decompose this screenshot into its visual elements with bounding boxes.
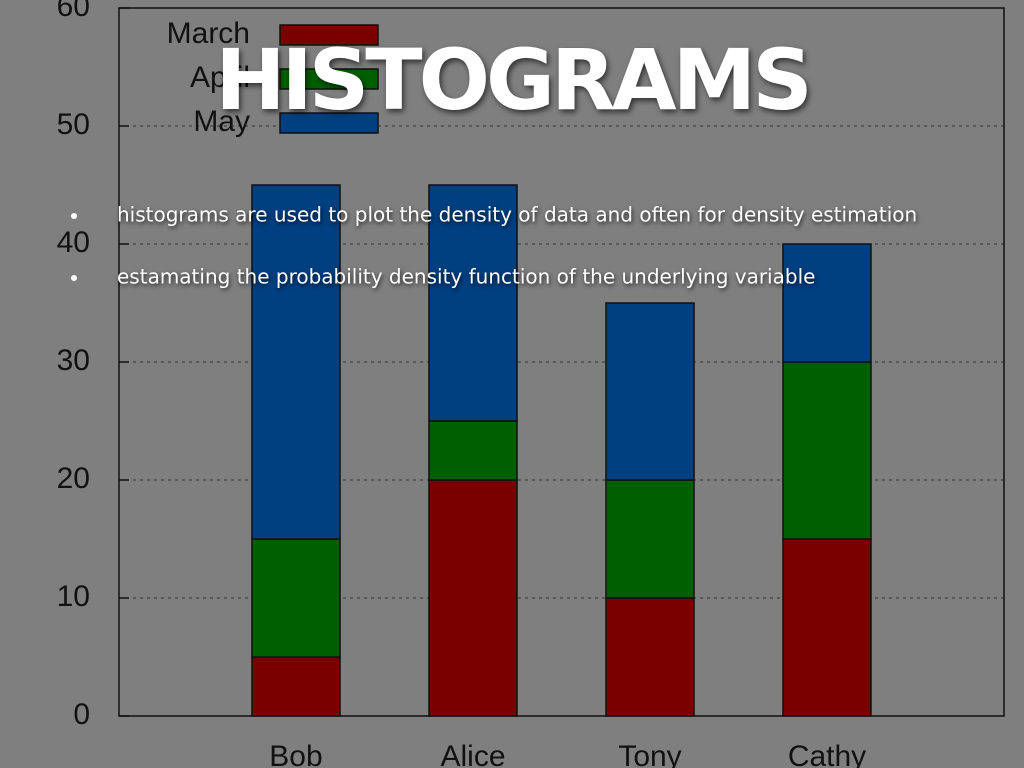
bar-segment bbox=[782, 538, 872, 717]
legend-label: March bbox=[167, 17, 250, 50]
y-tick-label: 10 bbox=[57, 580, 90, 613]
y-tick-label: 20 bbox=[57, 462, 90, 495]
bullet-dot bbox=[71, 213, 77, 219]
legend-swatch bbox=[279, 24, 379, 46]
legend-label: May bbox=[193, 105, 250, 138]
bullet-text: estamating the probability density funct… bbox=[117, 265, 815, 289]
bar-segment bbox=[782, 243, 872, 363]
bar-segment bbox=[428, 420, 518, 481]
legend-swatch bbox=[279, 68, 379, 90]
bullet-text: histograms are used to plot the density … bbox=[117, 203, 917, 227]
bar-segment bbox=[251, 538, 341, 658]
bar-segment bbox=[428, 184, 518, 422]
y-tick-label: 40 bbox=[57, 226, 90, 259]
bar-segment bbox=[605, 479, 695, 599]
x-tick-label: Tony bbox=[618, 740, 681, 768]
y-tick-label: 50 bbox=[57, 108, 90, 141]
bar-segment bbox=[251, 656, 341, 717]
bar-segment bbox=[428, 479, 518, 717]
legend-label: April bbox=[190, 61, 250, 94]
legend-swatch bbox=[279, 112, 379, 134]
bar-segment bbox=[251, 184, 341, 540]
x-tick-label: Alice bbox=[440, 740, 505, 768]
slide-title: HISTOGRAMS bbox=[215, 31, 809, 129]
chart: 0 10 20 30 40 50 60 Bob Alice Tony Cathy March April… bbox=[57, 0, 1005, 768]
bar-segment bbox=[782, 361, 872, 540]
y-tick-label: 60 bbox=[57, 0, 90, 23]
y-tick-label: 0 bbox=[73, 698, 90, 731]
y-tick-label: 30 bbox=[57, 344, 90, 377]
x-tick-label: Cathy bbox=[788, 740, 866, 768]
bullet-dot bbox=[71, 275, 77, 281]
plot-frame bbox=[118, 7, 1005, 717]
x-tick-label: Bob bbox=[269, 740, 322, 768]
bar-segment bbox=[605, 302, 695, 481]
bar-segment bbox=[605, 597, 695, 717]
